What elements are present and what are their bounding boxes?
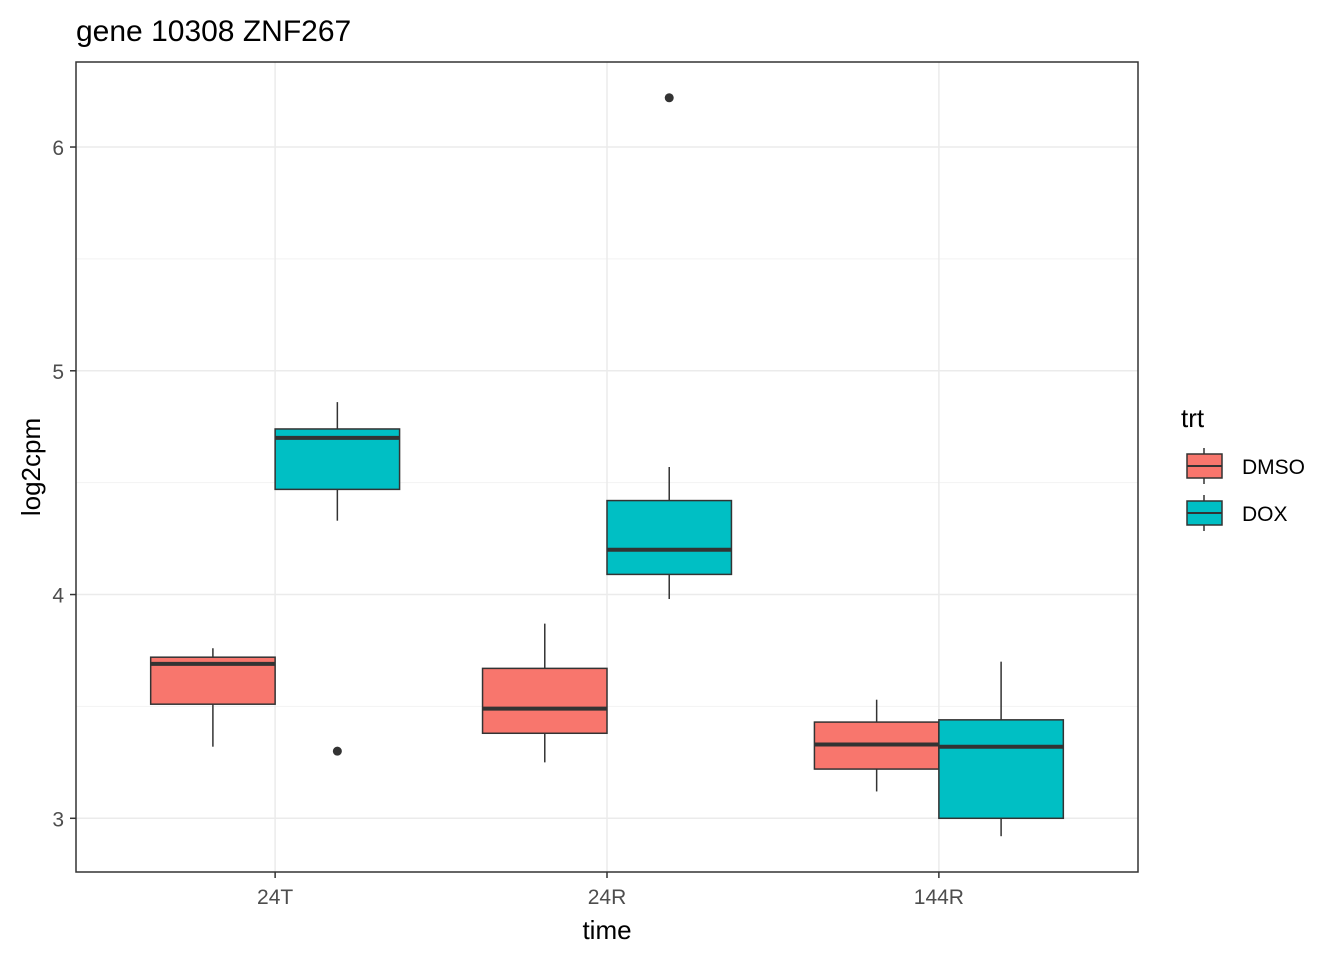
y-tick-label: 6 (52, 137, 64, 160)
box-dox-144r (938, 661, 1065, 837)
legend-title: trt (1181, 403, 1205, 433)
legend-label: DOX (1242, 503, 1288, 526)
legend: trt DMSO DOX (1181, 403, 1305, 531)
y-axis-title: log2cpm (16, 418, 46, 516)
legend-key-dmso (1186, 448, 1223, 484)
x-axis-title: time (582, 915, 631, 945)
y-axis: 3 4 5 6 (52, 137, 76, 831)
box-iqr (606, 499, 733, 576)
outlier-point (664, 93, 674, 103)
box-dmso-24r (481, 623, 608, 763)
x-tick-label: 24T (257, 886, 293, 909)
box-dmso-24t (149, 648, 276, 747)
y-tick-label: 5 (52, 361, 64, 384)
x-tick-label: 144R (914, 886, 964, 909)
box-iqr (938, 719, 1065, 820)
boxplot-marks (149, 93, 1065, 837)
box-dox-24r (606, 93, 733, 600)
x-tick-label: 24R (588, 886, 627, 909)
box-iqr (481, 667, 608, 735)
box-dox-24t (274, 402, 401, 756)
y-tick-label: 3 (52, 808, 64, 831)
y-tick-label: 4 (52, 585, 64, 608)
x-axis: 24T 24R 144R (257, 872, 964, 909)
box-dmso-144r (813, 699, 940, 792)
chart-title: gene 10308 ZNF267 (76, 15, 351, 48)
outlier-point (332, 746, 342, 756)
legend-label: DMSO (1242, 456, 1305, 479)
legend-key-dox (1186, 495, 1223, 531)
